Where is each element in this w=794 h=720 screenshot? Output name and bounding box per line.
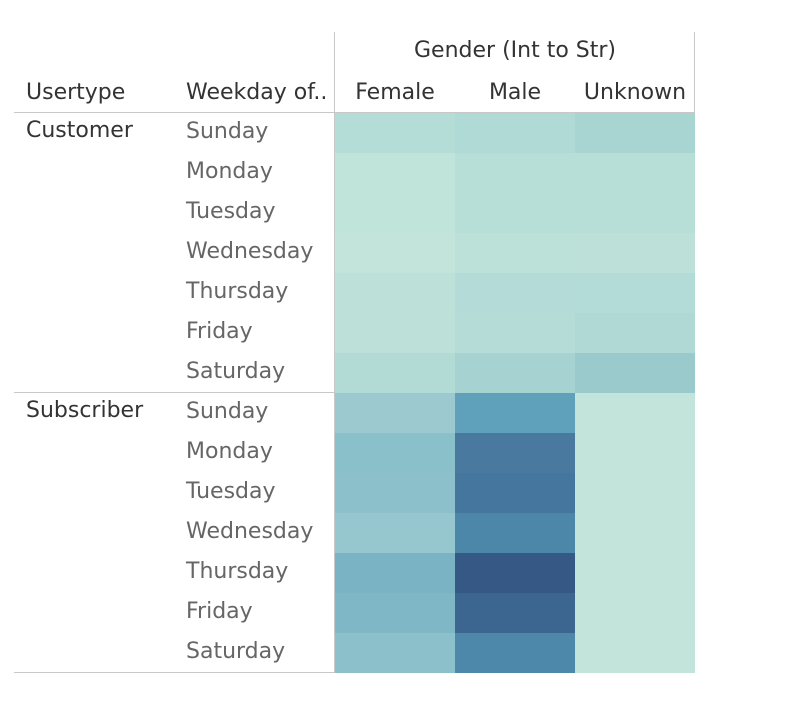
heatmap-cell[interactable] [455, 233, 575, 273]
heatmap-cell[interactable] [575, 153, 695, 193]
column-group-title: Gender (Int to Str) [414, 38, 616, 63]
heatmap-cell[interactable] [335, 193, 455, 233]
heatmap-cell[interactable] [335, 433, 455, 473]
weekday-label: Friday [186, 319, 253, 344]
heatmap-cell[interactable] [455, 153, 575, 193]
heatmap-cell[interactable] [455, 353, 575, 393]
weekday-label: Monday [186, 439, 273, 464]
heatmap-cell[interactable] [575, 593, 695, 633]
heatmap-cell[interactable] [455, 273, 575, 313]
weekday-label: Wednesday [186, 519, 314, 544]
weekday-label: Thursday [186, 279, 289, 304]
heatmap-cell[interactable] [335, 233, 455, 273]
heatmap-cell[interactable] [455, 313, 575, 353]
heatmap-cell[interactable] [335, 153, 455, 193]
heatmap-cell[interactable] [455, 113, 575, 153]
weekday-label: Wednesday [186, 239, 314, 264]
heatmap-cell[interactable] [335, 593, 455, 633]
weekday-label: Saturday [186, 359, 286, 384]
weekday-label: Tuesday [186, 199, 276, 224]
heatmap-cell[interactable] [455, 473, 575, 513]
heatmap-cell[interactable] [335, 313, 455, 353]
column-divider-left [334, 32, 335, 673]
weekday-label: Saturday [186, 639, 286, 664]
row-header-weekday: Weekday of.. [186, 80, 328, 105]
weekday-label: Monday [186, 159, 273, 184]
heatmap-cell[interactable] [455, 633, 575, 673]
usertype-label: Subscriber [26, 398, 144, 423]
column-header-male: Male [488, 80, 542, 105]
heatmap-cell[interactable] [575, 433, 695, 473]
heatmap-cell[interactable] [455, 193, 575, 233]
heatmap-cell[interactable] [575, 193, 695, 233]
header-divider [14, 112, 695, 113]
heatmap-cell[interactable] [575, 633, 695, 673]
heatmap-cell[interactable] [575, 273, 695, 313]
heatmap-cell[interactable] [335, 113, 455, 153]
heatmap-cell[interactable] [335, 553, 455, 593]
heatmap-cell[interactable] [455, 553, 575, 593]
heatmap-cell[interactable] [455, 393, 575, 433]
heatmap-cell[interactable] [575, 233, 695, 273]
column-header-female: Female [355, 80, 435, 105]
usertype-label: Customer [26, 118, 133, 143]
heatmap-cell[interactable] [455, 593, 575, 633]
weekday-label: Sunday [186, 399, 269, 424]
column-header-unknown: Unknown [583, 80, 687, 105]
heatmap-cell[interactable] [575, 553, 695, 593]
heatmap-cell[interactable] [575, 353, 695, 393]
heatmap-cell[interactable] [335, 273, 455, 313]
row-header-usertype: Usertype [26, 80, 126, 105]
heatmap-cell[interactable] [575, 393, 695, 433]
heatmap-cell[interactable] [335, 633, 455, 673]
heatmap-cell[interactable] [575, 313, 695, 353]
weekday-label: Sunday [186, 119, 269, 144]
heatmap-cell[interactable] [455, 433, 575, 473]
heatmap-cell[interactable] [335, 473, 455, 513]
heatmap-cell[interactable] [335, 513, 455, 553]
weekday-label: Tuesday [186, 479, 276, 504]
weekday-label: Friday [186, 599, 253, 624]
heatmap-cell[interactable] [455, 513, 575, 553]
heatmap-cell[interactable] [575, 473, 695, 513]
heatmap-cell[interactable] [335, 353, 455, 393]
heatmap-cell[interactable] [575, 113, 695, 153]
heatmap-cell[interactable] [575, 513, 695, 553]
heatmap-cell[interactable] [335, 393, 455, 433]
weekday-label: Thursday [186, 559, 289, 584]
